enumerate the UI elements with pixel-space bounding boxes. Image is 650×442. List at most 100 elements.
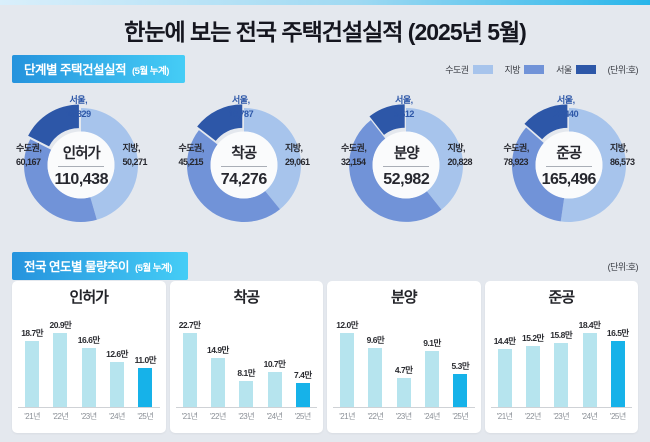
bar-'22년 (525, 346, 540, 407)
segment-label-수도권: 수도권, 45,215 (178, 142, 205, 170)
x-axis-labels: '21년 '22년 '23년 '24년 '25년 (18, 411, 160, 422)
donut-chart-인허가: 인허가 110,438 수도권, 60,167 지방, 50,271 서울, 19,329 (0, 86, 163, 246)
donut-chart-분양: 분양 52,982 수도권, 32,154 지방, 20,828 서울, 5,612 (325, 86, 488, 246)
bar-value-label: 12.6만 (106, 349, 128, 359)
x-axis-label: '25년 (137, 412, 154, 421)
x-axis-label: '24년 (581, 412, 598, 421)
x-axis-label: '21년 (496, 412, 513, 421)
legend-item: 지방 (505, 63, 545, 76)
donut-chart-row: 인허가 110,438 수도권, 60,167 지방, 50,271 서울, 19,329 착공… (0, 86, 650, 246)
bar-'23년 (239, 381, 254, 407)
donut-slice-seoul (196, 104, 242, 141)
segment-label-name: 지방, (285, 143, 303, 153)
donut-hole (210, 131, 278, 199)
bar-group: 15.2만 (519, 332, 547, 407)
bar-value-label: 11.0만 (134, 355, 157, 365)
bar-chart-card-준공: 준공 14.4만 15.2만 15.8만 18.4만 16.5만 '21년 '22년 '23년 '… (484, 281, 638, 433)
segment-label-지방: 지방, 20,828 (448, 142, 484, 170)
section1-header: 단계별 주택건설실적 (5월 누계) 수도권 지방 서울 (단위:호) (12, 55, 639, 83)
segment-label-value: 86,573 (610, 156, 635, 167)
segment-label-name: 수도권, (341, 143, 367, 153)
section1-unit-label: (단위:호) (607, 64, 639, 75)
donut-hole (535, 131, 603, 199)
bar-group: 14.9만 (204, 344, 232, 407)
legend-item: 서울 (556, 63, 596, 76)
donut-slice-jibang (406, 108, 464, 210)
donut-chart-준공: 준공 165,496 수도권, 78,923 지방, 86,573 서울, 22,440 (488, 86, 650, 246)
donut-svg (511, 104, 626, 222)
segment-label-지방: 지방, 29,061 (285, 142, 321, 170)
section1-badge-label: 단계별 주택건설실적 (24, 63, 126, 77)
x-axis-label: '21년 (181, 412, 198, 421)
legend-swatch (472, 64, 493, 74)
bar-group: 8.1만 (232, 367, 260, 407)
segment-label-value: 45,215 (178, 156, 204, 167)
donut-slice-seoul (28, 104, 80, 147)
bar-chart-title: 준공 (548, 289, 575, 306)
x-axis-label: '21년 (24, 412, 41, 421)
bar-value-label: 16.5만 (606, 328, 629, 338)
bar-chart-card-착공: 착공 22.7만 14.9만 8.1만 10.7만 7.4만 '21년 '22년 '23년 '24… (169, 281, 323, 433)
donut-slice-sudogwon (511, 127, 564, 222)
bar-group: 5.3만 (446, 360, 474, 407)
donut-svg (24, 104, 139, 223)
segment-label-value: 10,787 (228, 108, 254, 119)
bar-'24년 (267, 372, 282, 407)
section2-badge: 전국 연도별 물량추이 (5월 누계) (12, 252, 188, 280)
segment-label-지방: 지방, 50,271 (123, 142, 159, 170)
bar-group: 20.9만 (46, 319, 74, 407)
bar-group: 16.6만 (75, 334, 103, 407)
x-axis-label: '24년 (266, 412, 283, 421)
bar-group: 11.0만 (131, 354, 159, 407)
segment-label-value: 19,329 (66, 108, 91, 119)
x-axis-label: '23년 (553, 412, 570, 421)
bar-value-label: 10.7만 (263, 359, 286, 369)
segment-label-name: 수도권, (178, 143, 205, 153)
donut-slice-sudogwon (186, 130, 280, 222)
donut-chart-착공: 착공 74,276 수도권, 45,215 지방, 29,061 서울, 10,787 (163, 86, 326, 246)
segment-label-value: 78,923 (503, 156, 529, 167)
bar-value-label: 18.4만 (578, 320, 601, 330)
bar-chart-title: 인허가 (69, 289, 109, 306)
section2-unit-label: (단위:호) (607, 261, 639, 272)
section2-badge-label: 전국 연도별 물량추이 (24, 260, 129, 274)
segment-label-name: 서울, (395, 95, 413, 105)
bar-group: 18.7만 (18, 327, 46, 407)
bar-'25년 (610, 341, 625, 407)
bar-group: 18.4만 (576, 319, 604, 407)
bar-value-label: 9.1만 (423, 338, 441, 348)
top-accent-strip (0, 0, 650, 5)
segment-label-서울: 서울, 5,612 (394, 94, 415, 122)
donut-hole (372, 131, 440, 199)
donut-svg (349, 104, 464, 222)
donut-slice-jibang (81, 108, 139, 220)
bar-value-label: 9.6만 (366, 335, 385, 345)
legend-swatch (524, 64, 545, 74)
x-axis-label: '25년 (294, 412, 311, 421)
bar-group: 16.5만 (604, 327, 632, 407)
legend-swatch (575, 64, 596, 74)
bar-'25년 (453, 374, 468, 407)
donut-legend: 수도권 지방 서울 (445, 63, 596, 76)
bar-value-label: 14.4만 (493, 336, 516, 346)
bar-plot-area: 18.7만 20.9만 16.6만 12.6만 11.0만 (18, 309, 160, 408)
bar-'25년 (295, 383, 310, 407)
bar-'23년 (396, 378, 411, 407)
segment-label-name: 지방, (447, 143, 466, 153)
bar-'24년 (582, 333, 597, 407)
segment-label-name: 수도권, (16, 143, 42, 153)
bar-chart-card-인허가: 인허가 18.7만 20.9만 16.6만 12.6만 11.0만 '21년 '22년 '23년… (12, 281, 166, 433)
x-axis-label: '22년 (210, 412, 226, 421)
x-axis-labels: '21년 '22년 '23년 '24년 '25년 (491, 411, 633, 422)
segment-label-name: 서울, (557, 95, 575, 105)
x-axis-label: '22년 (52, 412, 69, 421)
bar-value-label: 20.9만 (49, 320, 72, 330)
bar-value-label: 14.9만 (207, 345, 229, 355)
section1-header-right: 수도권 지방 서울 (단위:호) (445, 63, 639, 76)
bar-chart-title: 착공 (233, 289, 260, 306)
bar-value-label: 5.3만 (451, 361, 470, 371)
segment-label-name: 지방, (122, 143, 141, 153)
segment-label-서울: 서울, 10,787 (229, 94, 254, 122)
bar-group: 15.8만 (547, 329, 575, 407)
bar-group: 4.7만 (390, 364, 418, 407)
